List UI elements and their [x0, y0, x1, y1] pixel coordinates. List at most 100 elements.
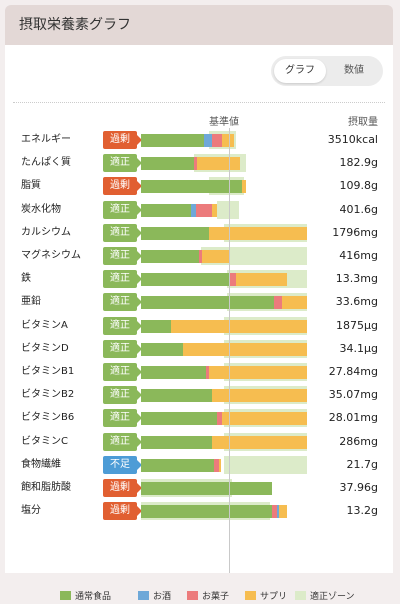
- status-badge: 適正: [103, 386, 142, 405]
- intake-bar-track: [141, 247, 307, 265]
- intake-bar-track: [141, 154, 307, 173]
- bar-segment-snacks: [199, 250, 203, 263]
- bar-segment-snacks: [273, 296, 283, 310]
- nutrient-name: 鉄: [21, 273, 31, 285]
- intake-bar-track: [141, 177, 307, 196]
- legend-item-zone: 適正ゾーン: [295, 590, 355, 604]
- intake-column-header: 摂取量: [348, 117, 378, 128]
- intake-value: 28.01mg: [328, 411, 378, 425]
- legend-swatch: [245, 591, 256, 600]
- nutrient-name: 塩分: [21, 505, 41, 517]
- nutrient-name: 飽和脂肪酸: [21, 482, 71, 493]
- bar-segment-food: [141, 389, 213, 403]
- bar-segment-food: [141, 412, 218, 426]
- nutrient-name: 食物繊維: [21, 458, 61, 470]
- intake-bar-track: [141, 409, 307, 428]
- status-badge: 適正: [103, 339, 142, 358]
- bar-segment-snacks: [195, 203, 213, 217]
- intake-value: 27.84mg: [328, 365, 378, 378]
- nutrient-row: 脂質 過剰 109.8g: [5, 177, 393, 196]
- bar-segment-food: [141, 482, 273, 495]
- status-badge: 過剰: [103, 131, 142, 149]
- status-badge: 適正: [103, 247, 142, 265]
- bar-segment-food: [141, 366, 206, 379]
- nutrient-row: ビタミンB2 適正 35.07mg: [5, 386, 393, 405]
- nutrient-row: 飽和脂肪酸 過剰 37.96g: [5, 479, 393, 497]
- tab-graph[interactable]: グラフ: [274, 59, 326, 83]
- divider: [13, 102, 385, 103]
- bar-segment-food: [141, 296, 274, 310]
- status-badge: 適正: [103, 223, 142, 242]
- intake-bar-track: [141, 479, 307, 497]
- nutrient-name: ビタミンC: [21, 435, 68, 447]
- status-badge: 適正: [103, 316, 142, 335]
- reference-line: [229, 128, 230, 573]
- nutrient-name: カルシウム: [21, 226, 71, 238]
- status-badge: 適正: [103, 200, 142, 219]
- intake-value: 21.7g: [346, 457, 378, 471]
- intake-bar-track: [141, 363, 307, 381]
- intake-bar-track: [141, 339, 307, 358]
- nutrient-row: 鉄 適正 13.3mg: [5, 270, 393, 289]
- bar-segment-supplement: [219, 458, 221, 472]
- nutrient-row: ビタミンB1 適正 27.84mg: [5, 363, 393, 381]
- legend-item-supplement: サプリ: [245, 590, 287, 604]
- page-header: 摂取栄養素グラフ: [5, 5, 393, 45]
- intake-value: 286mg: [339, 434, 378, 448]
- legend-item-snacks: お菓子: [187, 590, 229, 604]
- bar-segment-food: [141, 226, 210, 240]
- status-badge: 適正: [103, 293, 142, 312]
- bar-segment-snacks: [214, 458, 219, 472]
- legend-swatch: [60, 591, 71, 600]
- intake-bar-track: [141, 293, 307, 312]
- intake-value: 13.2g: [346, 504, 378, 518]
- nutrient-row: マグネシウム 適正 416mg: [5, 247, 393, 265]
- bar-segment-food: [141, 342, 183, 356]
- bar-segment-supplement: [212, 435, 307, 449]
- nutrient-name: ビタミンB1: [21, 366, 75, 377]
- bar-segment-food: [141, 273, 229, 287]
- intake-bar-track: [141, 455, 307, 474]
- nutrient-row: ビタミンB6 適正 28.01mg: [5, 409, 393, 428]
- bar-segment-supplement: [235, 273, 288, 287]
- tab-numbers[interactable]: 数値: [344, 65, 364, 76]
- bar-segment-food: [141, 505, 273, 519]
- nutrient-name: 脂質: [21, 180, 41, 192]
- bar-segment-alcohol: [204, 134, 213, 147]
- legend-swatch: [138, 591, 149, 600]
- bar-segment-snacks: [228, 273, 236, 287]
- intake-value: 182.9g: [339, 156, 378, 170]
- intake-value: 109.8g: [339, 179, 378, 193]
- status-badge: 不足: [103, 455, 142, 474]
- nutrient-name: エネルギー: [21, 134, 71, 145]
- nutrient-row: カルシウム 適正 1796mg: [5, 223, 393, 242]
- intake-bar-track: [141, 316, 307, 335]
- page-title: 摂取栄養素グラフ: [19, 17, 131, 33]
- nutrient-graph-card: グラフ 数値 基準値 摂取量 エネルギー 過剰 3510kcal たんぱく質 適正 182…: [5, 45, 393, 602]
- status-badge: 適正: [103, 432, 142, 451]
- status-badge: 適正: [103, 270, 142, 289]
- bar-segment-supplement: [182, 342, 307, 356]
- status-badge: 適正: [103, 154, 142, 173]
- nutrient-row: 塩分 過剰 13.2g: [5, 502, 393, 521]
- bar-segment-food: [141, 319, 171, 333]
- bar-segment-food: [141, 203, 191, 217]
- intake-value: 37.96g: [339, 481, 378, 494]
- status-badge: 適正: [103, 409, 142, 428]
- bar-segment-supplement: [242, 180, 246, 194]
- appropriate-zone: [224, 455, 307, 474]
- legend-item-food: 通常食品: [60, 590, 111, 604]
- legend-label: お菓子: [202, 592, 230, 602]
- status-badge: 過剰: [103, 502, 142, 521]
- intake-bar-track: [141, 200, 307, 219]
- intake-bar-track: [141, 432, 307, 451]
- bar-segment-food: [141, 157, 195, 171]
- intake-value: 33.6mg: [335, 295, 378, 309]
- bar-segment-food: [141, 134, 205, 147]
- nutrient-name: たんぱく質: [21, 157, 71, 169]
- bar-segment-supplement: [222, 412, 307, 426]
- legend-item-alcohol: お酒: [138, 590, 171, 604]
- legend-swatch: [187, 591, 198, 600]
- nutrient-row: 炭水化物 適正 401.6g: [5, 200, 393, 219]
- bar-segment-supplement: [209, 226, 307, 240]
